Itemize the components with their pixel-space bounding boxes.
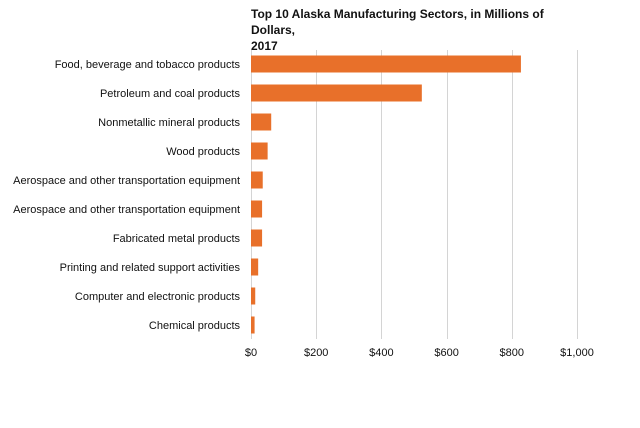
bar bbox=[251, 200, 263, 218]
bar bbox=[251, 171, 263, 189]
x-tick-label: $1,000 bbox=[560, 347, 594, 359]
x-axis-tick-labels: $0 $200 $400 $600 $800 $1,000 bbox=[245, 347, 594, 359]
category-label: Nonmetallic mineral products bbox=[98, 117, 240, 129]
category-label: Wood products bbox=[166, 146, 240, 158]
bar bbox=[251, 113, 272, 131]
category-label: Computer and electronic products bbox=[75, 291, 241, 303]
bar bbox=[251, 316, 255, 334]
x-tick-label: $600 bbox=[434, 347, 458, 359]
category-label: Printing and related support activities bbox=[60, 262, 241, 274]
bar bbox=[251, 287, 256, 305]
x-tick-label: $0 bbox=[245, 347, 257, 359]
category-labels: Food, beverage and tobacco products Petro… bbox=[13, 59, 240, 332]
chart-title: Top 10 Alaska Manufacturing Sectors, in … bbox=[251, 7, 544, 53]
x-tick-label: $400 bbox=[369, 347, 393, 359]
bar bbox=[251, 142, 268, 160]
x-tick-label: $200 bbox=[304, 347, 328, 359]
x-tick-label: $800 bbox=[500, 347, 524, 359]
category-label: Petroleum and coal products bbox=[100, 88, 241, 100]
bar bbox=[251, 258, 259, 276]
category-label: Fabricated metal products bbox=[113, 233, 241, 245]
bar bbox=[251, 84, 422, 102]
category-label: Chemical products bbox=[149, 320, 241, 332]
category-label: Food, beverage and tobacco products bbox=[55, 59, 241, 71]
category-label: Aerospace and other transportation equip… bbox=[13, 175, 240, 187]
bar bbox=[251, 55, 521, 73]
bar bbox=[251, 229, 263, 247]
category-label: Aerospace and other transportation equip… bbox=[13, 204, 240, 216]
bars bbox=[251, 55, 521, 334]
